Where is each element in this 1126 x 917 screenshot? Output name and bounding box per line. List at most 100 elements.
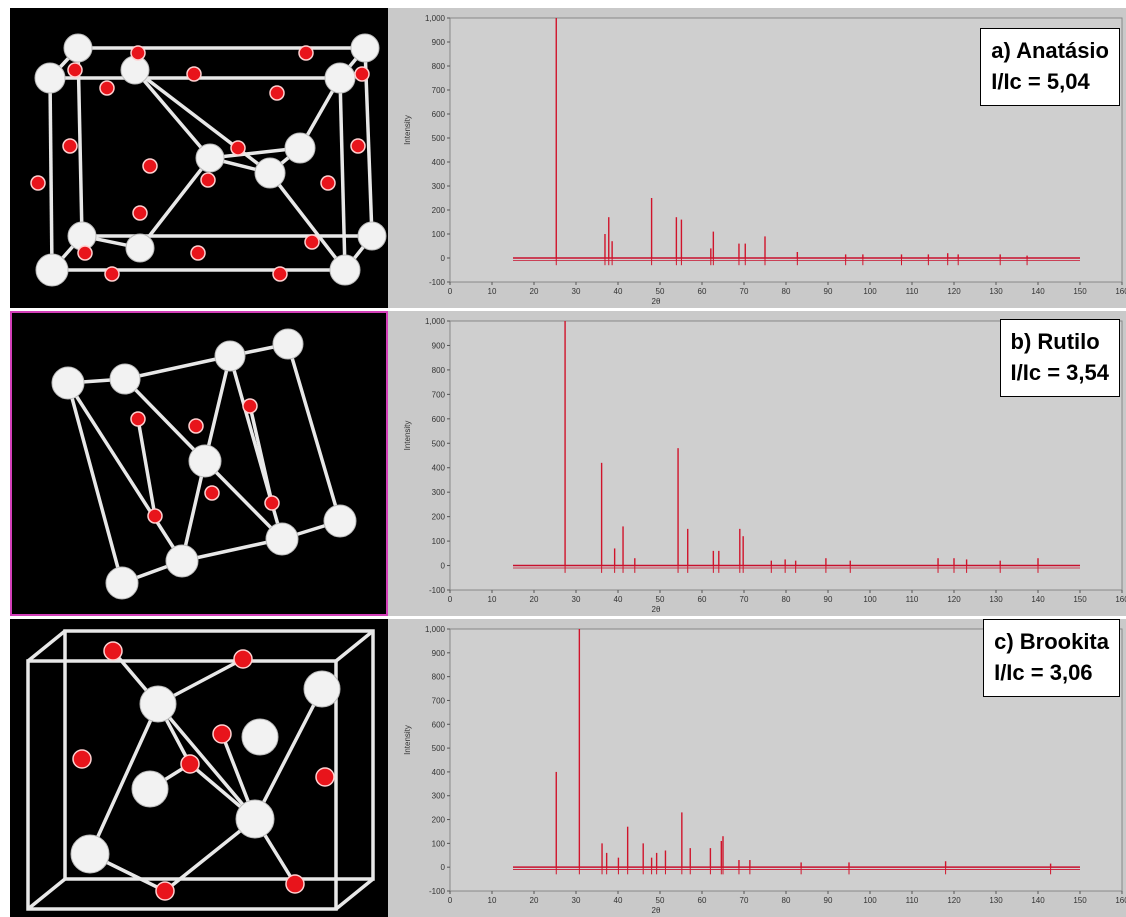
anatase-xrd-chart: -100 0 100 200 300 400 500 600 700 800 900 1,000 0 10… [388,8,1126,308]
rutile-ratio-label: I/Ic = 3,54 [1010,360,1109,385]
x-tick-label: 100 [863,896,877,905]
x-tick-label: 110 [906,896,919,905]
y-tick-label: 300 [432,792,446,801]
y-tick-label: -100 [429,887,446,896]
x-tick-label: 140 [1031,287,1045,296]
panel-brookite: -100 0 100 200 300 400 500 600 700 800 900 1,000 0 10… [0,619,1126,917]
x-tick-label: 120 [947,595,961,604]
x-tick-label: 120 [947,287,961,296]
x-tick-label: 160 [1115,896,1126,905]
y-tick-label: 400 [432,464,446,473]
titanium-atoms [51,328,357,600]
panel-anatase: -100 0 100 200 300 400 500 600 700 800 900 1,000 0 10… [0,0,1126,308]
x-tick-label: 150 [1073,595,1087,604]
x-tick-label: 110 [906,595,919,604]
y-tick-label: -100 [429,278,446,287]
x-tick-label: 80 [782,896,791,905]
y-tick-label: 500 [432,744,446,753]
x-tick-label: 110 [906,287,919,296]
y-axis-label: Intensity [403,115,412,145]
anatase-ratio-label: I/Ic = 5,04 [991,69,1090,94]
panel-rutile: -100 0 100 200 300 400 500 600 700 800 900 1,000 0 10… [0,311,1126,616]
y-tick-label: 200 [432,513,446,522]
x-tick-label: 70 [740,896,749,905]
x-tick-label: 140 [1031,595,1045,604]
y-tick-label: 200 [432,816,446,825]
x-tick-label: 80 [782,595,791,604]
y-tick-label: 100 [432,537,446,546]
y-tick-label: 300 [432,182,446,191]
brookite-label-box: c) Brookita I/Ic = 3,06 [983,619,1120,697]
x-tick-label: 160 [1115,287,1126,296]
y-tick-label: 700 [432,696,446,705]
x-tick-label: 80 [782,287,791,296]
y-tick-label: 600 [432,110,446,119]
x-tick-label: 150 [1073,896,1087,905]
y-tick-label: 900 [432,341,446,350]
y-tick-label: 700 [432,390,446,399]
titanium-atoms [70,670,341,874]
anatase-panel-label: a) Anatásio [991,38,1109,63]
x-tick-label: 40 [614,595,623,604]
y-tick-label: 0 [441,562,446,571]
x-tick-label: 120 [947,896,961,905]
titanium-atoms [34,33,387,287]
rutile-crystal-image [10,311,388,616]
y-tick-label: 900 [432,649,446,658]
rutile-panel-label: b) Rutilo [1010,329,1100,354]
y-tick-label: 600 [432,415,446,424]
x-tick-label: 40 [614,896,623,905]
y-tick-label: 1,000 [425,14,446,23]
rutile-label-box: b) Rutilo I/Ic = 3,54 [999,319,1120,397]
y-axis-label: Intensity [403,421,412,451]
x-tick-label: 150 [1073,287,1087,296]
x-tick-label: 30 [572,896,581,905]
x-tick-label: 0 [448,595,453,604]
y-tick-label: 300 [432,488,446,497]
anatase-crystal-image [10,8,388,308]
x-tick-label: 10 [488,595,497,604]
brookite-panel-label: c) Brookita [994,629,1109,654]
x-axis-label: 2θ [652,906,661,915]
x-tick-label: 130 [989,595,1003,604]
oxygen-atoms [30,45,370,282]
x-tick-label: 90 [824,287,833,296]
y-axis-label: Intensity [403,725,412,755]
y-tick-label: 0 [441,254,446,263]
y-tick-label: 1,000 [425,625,446,634]
y-tick-label: 700 [432,86,446,95]
x-tick-label: 20 [530,896,539,905]
y-tick-label: 100 [432,230,446,239]
y-tick-label: 900 [432,38,446,47]
x-tick-label: 130 [989,896,1003,905]
y-tick-label: 800 [432,62,446,71]
brookite-crystal-structure [26,629,375,911]
y-tick-label: 100 [432,839,446,848]
rutile-xrd-chart: -100 0 100 200 300 400 500 600 700 800 900 1,000 0 10… [388,311,1126,616]
x-tick-label: 70 [740,287,749,296]
x-tick-label: 60 [698,595,707,604]
x-tick-label: 130 [989,287,1003,296]
x-tick-label: 30 [572,595,581,604]
anatase-crystal-structure [30,33,387,287]
x-tick-label: 160 [1115,595,1126,604]
x-axis-label: 2θ [652,605,661,614]
x-tick-label: 10 [488,287,497,296]
x-tick-label: 50 [656,287,665,296]
x-tick-label: 20 [530,287,539,296]
x-tick-label: 40 [614,287,623,296]
anatase-label-box: a) Anatásio I/Ic = 5,04 [980,28,1120,106]
y-tick-label: 400 [432,158,446,167]
rutile-crystal-structure [51,328,357,600]
y-tick-label: 600 [432,720,446,729]
x-tick-label: 50 [656,896,665,905]
x-tick-label: 0 [448,896,453,905]
y-tick-label: 500 [432,134,446,143]
y-tick-label: 0 [441,863,446,872]
brookite-crystal-image [10,619,388,917]
brookite-ratio-label: I/Ic = 3,06 [994,660,1093,685]
y-tick-label: 800 [432,366,446,375]
x-tick-label: 140 [1031,896,1045,905]
x-tick-label: 90 [824,595,833,604]
y-tick-label: 1,000 [425,317,446,326]
